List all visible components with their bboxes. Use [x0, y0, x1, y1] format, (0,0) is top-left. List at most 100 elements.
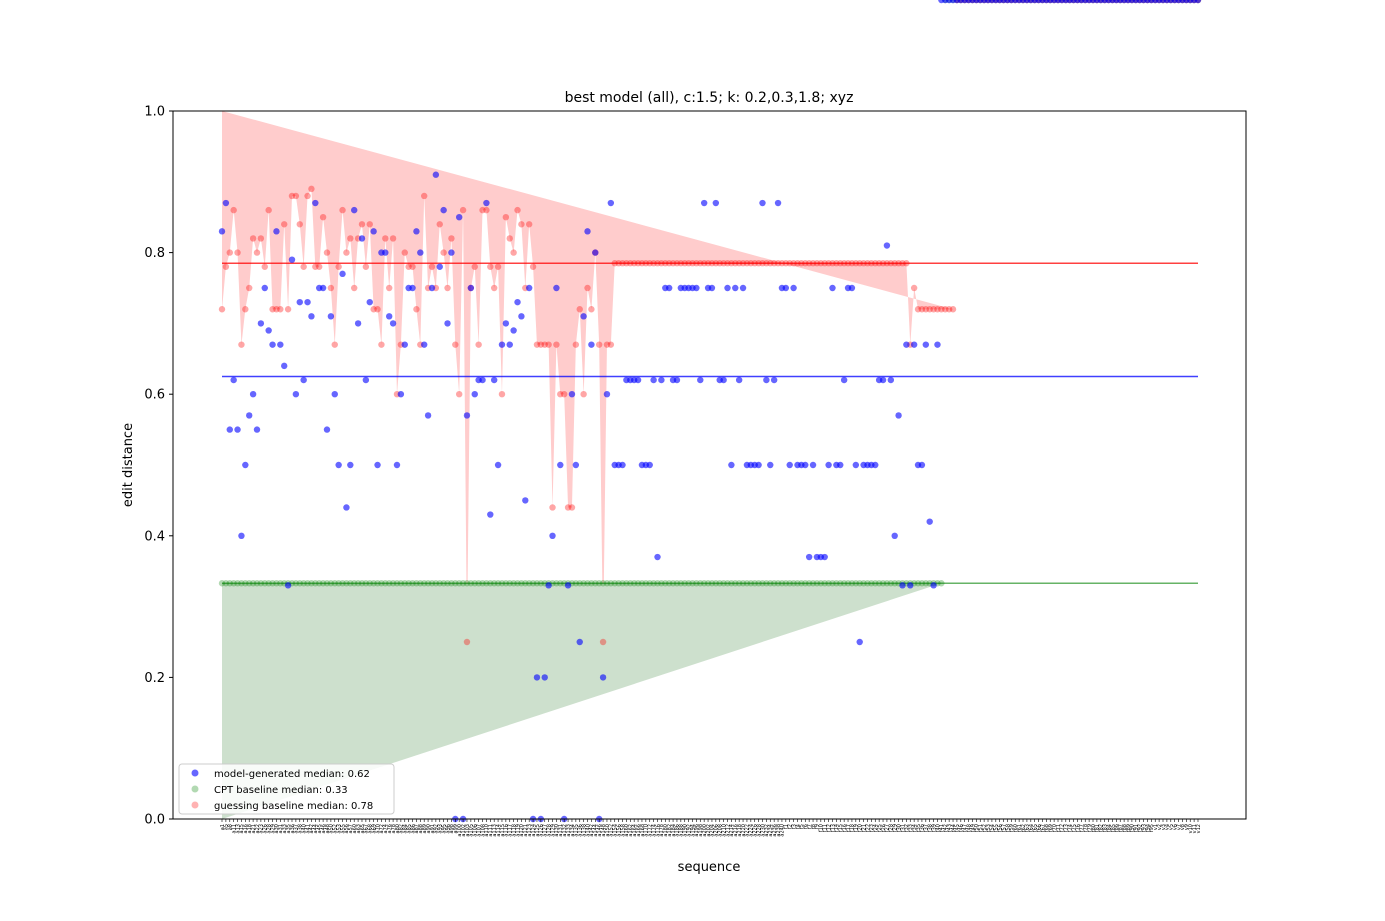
- model-point: [856, 638, 863, 646]
- model-point: [347, 461, 354, 469]
- x-tick-label: a56: [344, 824, 350, 833]
- cpt-point: [529, 580, 537, 587]
- cpt-point: [358, 580, 366, 587]
- model-point: [712, 199, 720, 207]
- guess-point: [463, 638, 471, 646]
- cpt-baseline-fill: [222, 583, 942, 819]
- guess-point: [537, 341, 545, 348]
- x-tick-label: f91: [1134, 824, 1140, 832]
- guess-point: [665, 260, 673, 267]
- guess-point: [436, 221, 443, 228]
- chart-title: best model (all), c:1.5; k: 0.2,0.3,1.8;…: [565, 90, 854, 106]
- y-tick-label: 1.0: [144, 105, 165, 120]
- cpt-point: [487, 580, 494, 587]
- cpt-point: [673, 580, 681, 587]
- cpt-point: [351, 580, 358, 587]
- cpt-point: [553, 580, 560, 587]
- model-point: [829, 284, 836, 292]
- model-point: [557, 461, 564, 469]
- x-tick-label: a15: [239, 824, 245, 833]
- x-tick-label: f11: [823, 824, 829, 832]
- cpt-point: [265, 580, 272, 587]
- x-tick-label: a33: [282, 824, 288, 833]
- guess-baseline-fill: [222, 111, 954, 642]
- model-point: [366, 298, 373, 306]
- x-tick-label: f39: [931, 824, 937, 832]
- model-point: [918, 461, 926, 469]
- guess-point: [401, 249, 408, 256]
- x-tick-label: f90: [1130, 824, 1136, 832]
- cpt-point: [459, 580, 467, 587]
- legend-label-guess: guessing baseline median: 0.78: [214, 801, 373, 812]
- cpt-point: [277, 580, 284, 587]
- guess-point: [864, 260, 871, 267]
- guess-point: [798, 260, 805, 267]
- cpt-point: [615, 580, 622, 587]
- cpt-point: [234, 580, 241, 587]
- model-point: [456, 214, 463, 221]
- guess-point: [553, 341, 560, 348]
- x-tick-label: a198: [698, 824, 704, 837]
- model-point: [720, 376, 727, 384]
- guess-point: [413, 306, 420, 313]
- model-point: [436, 263, 443, 270]
- guess-point: [805, 260, 813, 267]
- x-tick-label: a124: [531, 824, 537, 837]
- x-tick-label: f76: [1075, 824, 1081, 832]
- guess-point: [875, 260, 883, 267]
- guess-point: [576, 306, 583, 313]
- x-tick-label: a89: [422, 824, 428, 833]
- guess-point: [409, 263, 416, 270]
- cpt-point: [813, 580, 821, 587]
- guess-point: [459, 206, 467, 214]
- model-point: [650, 376, 657, 384]
- cpt-point: [868, 580, 875, 587]
- x-tick-label: f28: [889, 824, 895, 832]
- model-point: [261, 284, 268, 292]
- model-point: [335, 461, 342, 469]
- guess-point: [728, 260, 735, 267]
- x-tick-label: f12: [826, 824, 832, 832]
- cpt-point: [755, 580, 762, 587]
- x-tick-label: v1: [1153, 824, 1159, 830]
- x-tick-label: f84: [1106, 824, 1112, 832]
- model-point: [910, 341, 918, 348]
- guess-point: [292, 192, 300, 200]
- cpt-point: [323, 580, 331, 587]
- model-point: [840, 376, 848, 384]
- cpt-point: [677, 580, 685, 587]
- guess-point: [813, 260, 821, 267]
- cpt-point: [490, 580, 498, 587]
- cpt-point: [802, 580, 809, 587]
- x-tick-label: a210: [721, 824, 727, 837]
- x-tick-label: a93: [438, 824, 444, 833]
- x-tick-label: f37: [924, 824, 930, 832]
- guess-point: [689, 260, 696, 267]
- cpt-point: [483, 580, 490, 587]
- model-point: [887, 376, 895, 384]
- cpt-point: [724, 580, 731, 587]
- x-tick-label: a13: [235, 824, 241, 833]
- guess-point: [837, 260, 844, 267]
- guess-point: [382, 235, 389, 242]
- cpt-point: [665, 580, 673, 587]
- model-point: [292, 391, 300, 398]
- guess-point: [708, 260, 716, 267]
- guess-point: [938, 306, 945, 313]
- guess-point: [448, 235, 455, 242]
- x-tick-label: a190: [683, 824, 689, 837]
- guess-point: [568, 504, 576, 511]
- model-point: [700, 199, 708, 207]
- x-tick-label: a220: [741, 824, 747, 837]
- cpt-point: [887, 580, 895, 587]
- x-tick-label: a95: [441, 824, 447, 833]
- cpt-point: [444, 580, 451, 587]
- guess-point: [549, 504, 556, 511]
- model-point: [899, 582, 906, 589]
- model-point: [903, 341, 910, 348]
- cpt-point: [362, 580, 370, 587]
- x-tick-label: f72: [1060, 824, 1066, 832]
- x-tick-label: a170: [644, 824, 650, 837]
- data-points: [218, 0, 1202, 823]
- cpt-point: [432, 580, 440, 587]
